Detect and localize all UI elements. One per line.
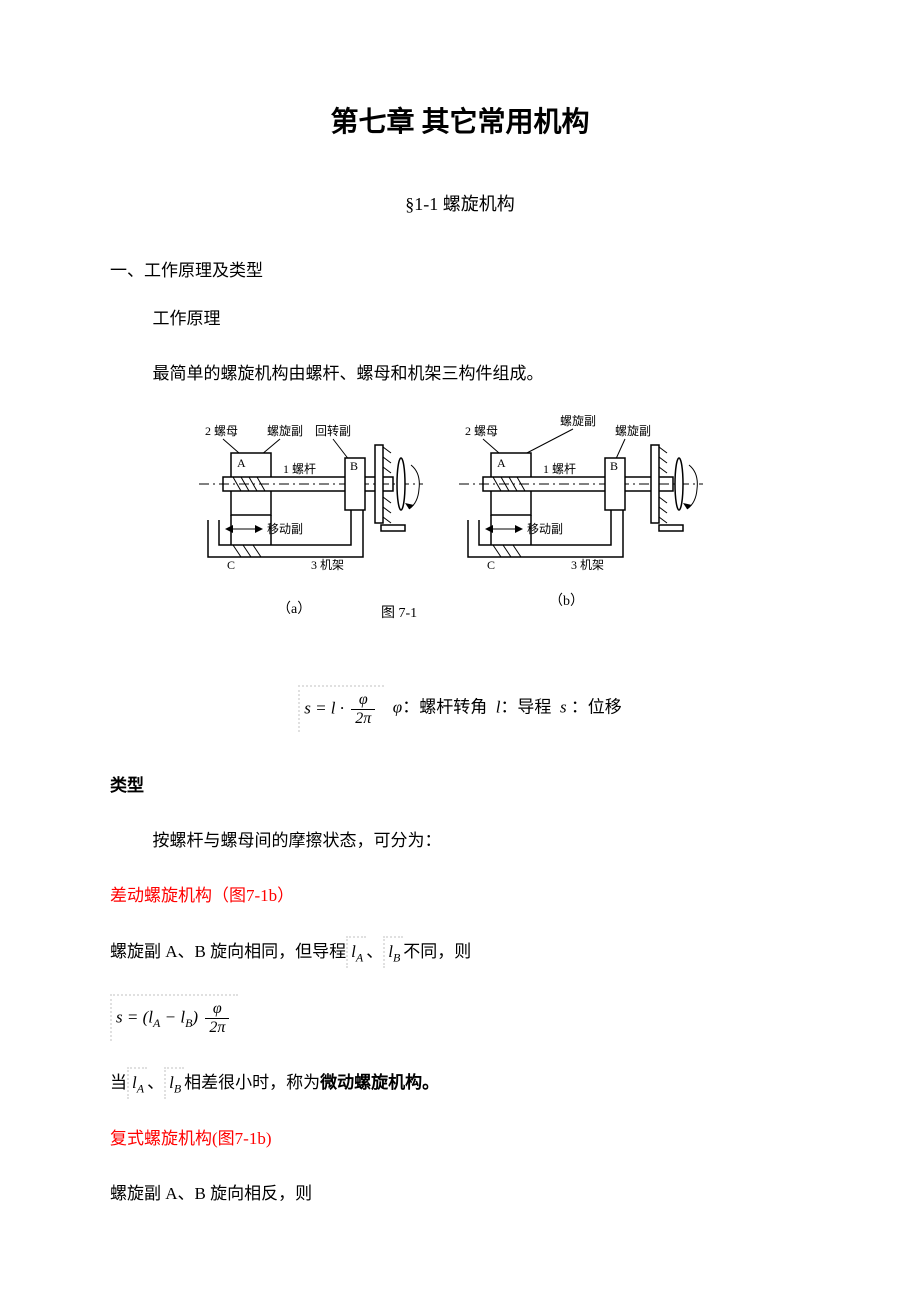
section-title: §1-1 螺旋机构: [110, 190, 810, 216]
formula-differential: s = (lA − lB) φ2π: [110, 994, 810, 1041]
figure-7-1: 2 螺母 螺旋副 回转副 A 1 螺杆 B: [110, 415, 810, 645]
sym-la2: lA: [127, 1067, 147, 1099]
figure-panel-a: 2 螺母 螺旋副 回转副 A 1 螺杆 B: [199, 423, 423, 617]
svg-text:2 螺母: 2 螺母: [465, 424, 498, 438]
heading-differential: 差动螺旋机构（图7-1b）: [110, 882, 810, 911]
svg-text:B: B: [610, 459, 618, 473]
formula1-box: s = l · φ2π: [298, 685, 384, 732]
svg-text:螺旋副: 螺旋副: [560, 415, 596, 428]
term-micro: 微动螺旋机构。: [320, 1073, 439, 1092]
svg-text:回转副: 回转副: [315, 423, 351, 438]
paragraph-compound: 螺旋副 A、B 旋向相反，则: [110, 1180, 810, 1209]
paragraph-intro: 最简单的螺旋机构由螺杆、螺母和机架三构件组成。: [110, 360, 810, 389]
sym-phi: φ: [393, 697, 402, 716]
formula2-box: s = (lA − lB) φ2π: [110, 994, 238, 1041]
svg-text:C: C: [227, 558, 235, 572]
sym-lb2: lB: [164, 1067, 184, 1099]
paragraph-differential: 螺旋副 A、B 旋向相同，但导程lA、lB不同，则: [110, 936, 810, 968]
svg-text:C: C: [487, 558, 495, 572]
sym-lb: lB: [383, 936, 403, 968]
heading-compound: 复式螺旋机构(图7-1b): [110, 1125, 810, 1154]
sym-la: lA: [346, 936, 366, 968]
svg-text:A: A: [237, 456, 246, 470]
svg-text:图 7-1: 图 7-1: [381, 606, 417, 621]
svg-text:（b）: （b）: [549, 593, 584, 609]
svg-text:移动副: 移动副: [527, 522, 563, 536]
paragraph-micro: 当lA、lB相差很小时，称为微动螺旋机构。: [110, 1067, 810, 1099]
svg-text:移动副: 移动副: [267, 522, 303, 536]
svg-text:（a）: （a）: [277, 601, 311, 617]
figure-panel-b: 2 螺母 螺旋副 螺旋副 A 1 螺杆 B: [459, 415, 703, 609]
svg-text:1 螺杆: 1 螺杆: [283, 462, 316, 476]
svg-text:螺旋副: 螺旋副: [267, 424, 303, 438]
svg-text:螺旋副: 螺旋副: [615, 424, 651, 438]
svg-text:A: A: [497, 456, 506, 470]
svg-text:3 机架: 3 机架: [571, 558, 604, 572]
desc-s: ：位移: [571, 697, 622, 716]
paragraph-friction: 按螺杆与螺母间的摩擦状态，可分为：: [110, 827, 810, 856]
formula-s-l-phi: s = l · φ2π φ：螺杆转角 l：导程 s ：位移: [110, 685, 810, 732]
svg-text:3 机架: 3 机架: [311, 558, 344, 572]
svg-text:B: B: [350, 459, 358, 473]
chapter-title: 第七章 其它常用机构: [110, 100, 810, 140]
figure-svg: 2 螺母 螺旋副 回转副 A 1 螺杆 B: [195, 415, 725, 645]
desc-phi: ：螺杆转角: [402, 697, 487, 716]
heading-types: 类型: [110, 772, 810, 801]
paragraph-principle-label: 工作原理: [110, 305, 810, 334]
heading-working-principle: 一、工作原理及类型: [110, 256, 810, 281]
desc-l: ：导程: [500, 697, 551, 716]
svg-text:1 螺杆: 1 螺杆: [543, 462, 576, 476]
sym-s: s: [560, 697, 567, 716]
svg-text:2 螺母: 2 螺母: [205, 424, 238, 438]
